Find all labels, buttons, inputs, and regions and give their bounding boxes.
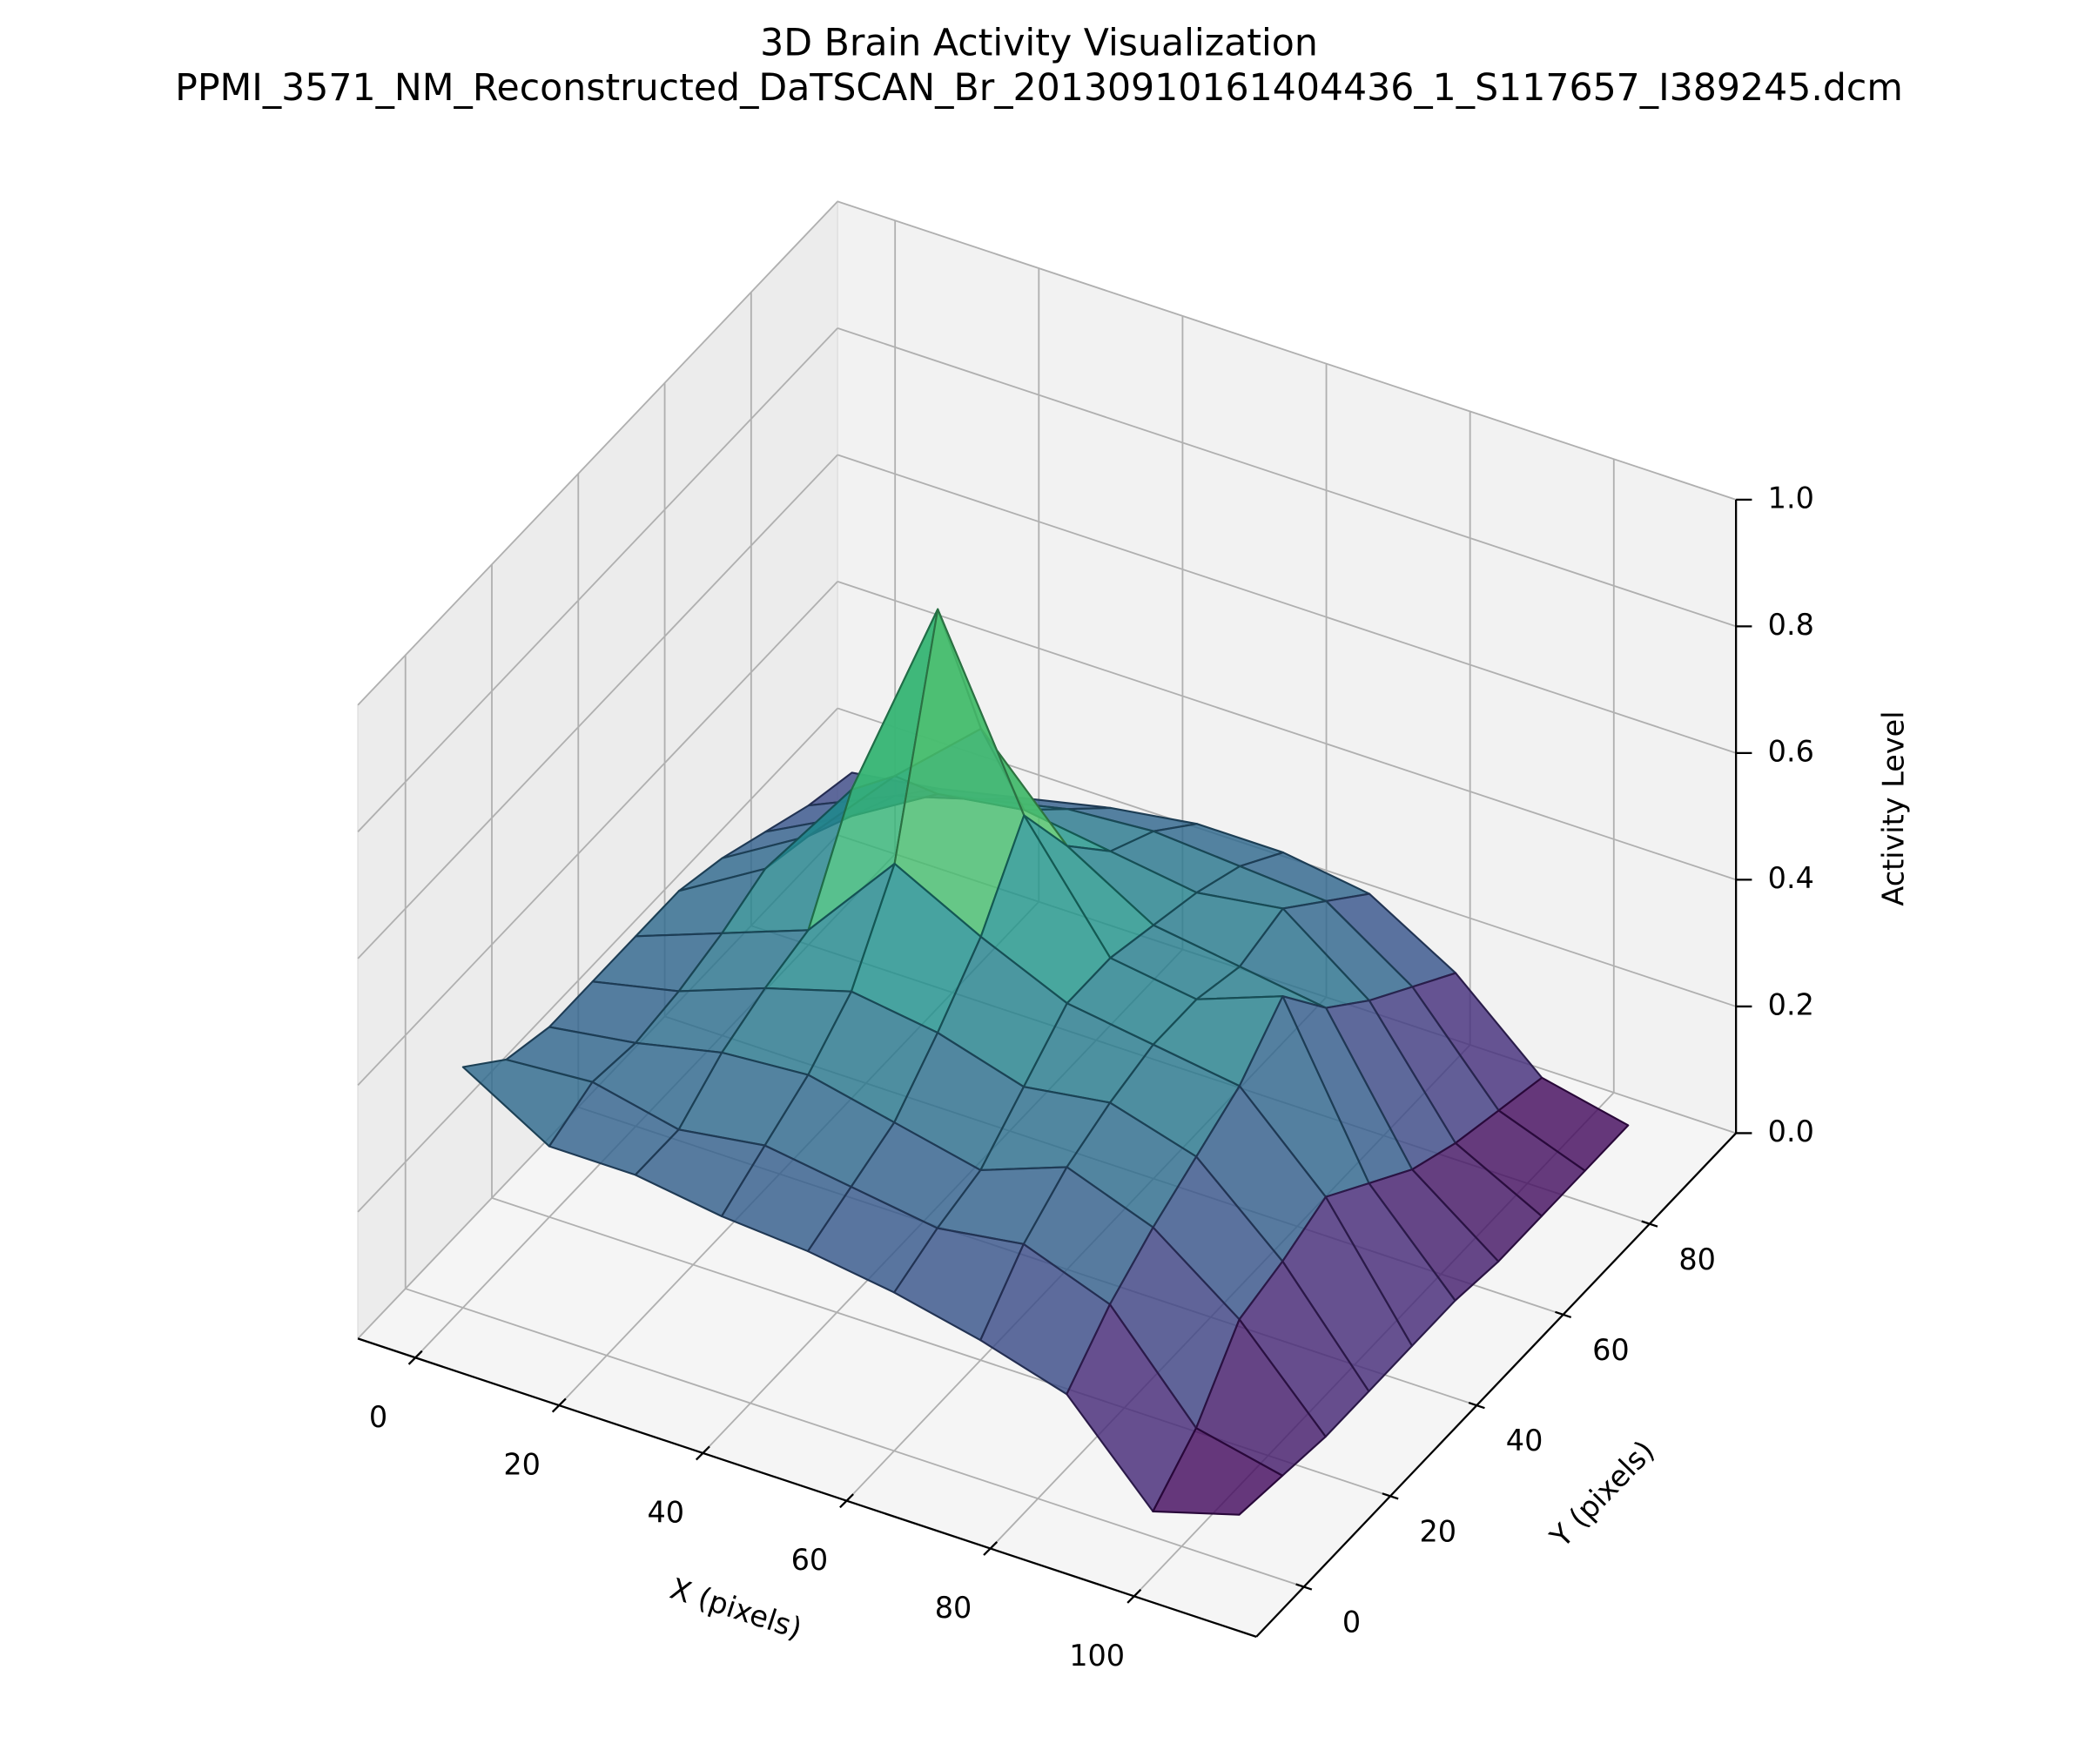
x-axis: [357, 1337, 1257, 1638]
grid-line: [357, 327, 838, 832]
x-tick-label: 60: [791, 1543, 829, 1577]
z-tick-label: 0.0: [1768, 1114, 1814, 1148]
axes: 0 20 40 60 80 100 0 20 40 60 80 0.0 0.2 0.4 0.6 0.8 1.0 X…: [357, 481, 1910, 1673]
grid-line: [357, 454, 838, 959]
x-axis-label: X (pixels): [666, 1572, 806, 1646]
x-tick-label: 20: [503, 1448, 541, 1482]
grid-line: [357, 200, 838, 706]
x-tick-label: 80: [935, 1591, 972, 1625]
y-tick-label: 20: [1420, 1514, 1457, 1548]
grid-line: [837, 581, 1737, 881]
x-tick-label: 0: [369, 1400, 387, 1434]
grid-line: [837, 454, 1737, 754]
chart-title: 3D Brain Activity Visualization: [760, 21, 1318, 64]
y-tick-label: 0: [1342, 1606, 1361, 1639]
y-axis: [1255, 1132, 1737, 1638]
grid-line: [837, 327, 1737, 628]
surface-patch: [1152, 1427, 1284, 1516]
z-tick-label: 1.0: [1768, 481, 1814, 515]
y-tick-label: 80: [1678, 1242, 1716, 1276]
surface: [461, 608, 1630, 1516]
x-tick-label: 40: [647, 1495, 684, 1529]
chart-subtitle: PPMI_3571_NM_Reconstructed_DaTSCAN_Br_20…: [175, 66, 1903, 110]
z-axis-label: Activity Level: [1876, 710, 1910, 906]
grid-line: [405, 1288, 1305, 1588]
z-tick-label: 0.4: [1768, 861, 1814, 895]
z-tick-label: 0.2: [1768, 987, 1814, 1021]
z-tick-label: 0.8: [1768, 608, 1814, 642]
y-axis-label: Y (pixels): [1543, 1434, 1661, 1554]
z-tick-label: 0.6: [1768, 734, 1814, 768]
y-tick-label: 60: [1592, 1333, 1630, 1367]
grid-line: [357, 581, 838, 1086]
y-tick-label: 40: [1506, 1424, 1543, 1458]
x-tick-label: 100: [1069, 1639, 1125, 1673]
grid-line: [837, 200, 1737, 501]
grid-line: [357, 707, 838, 1213]
